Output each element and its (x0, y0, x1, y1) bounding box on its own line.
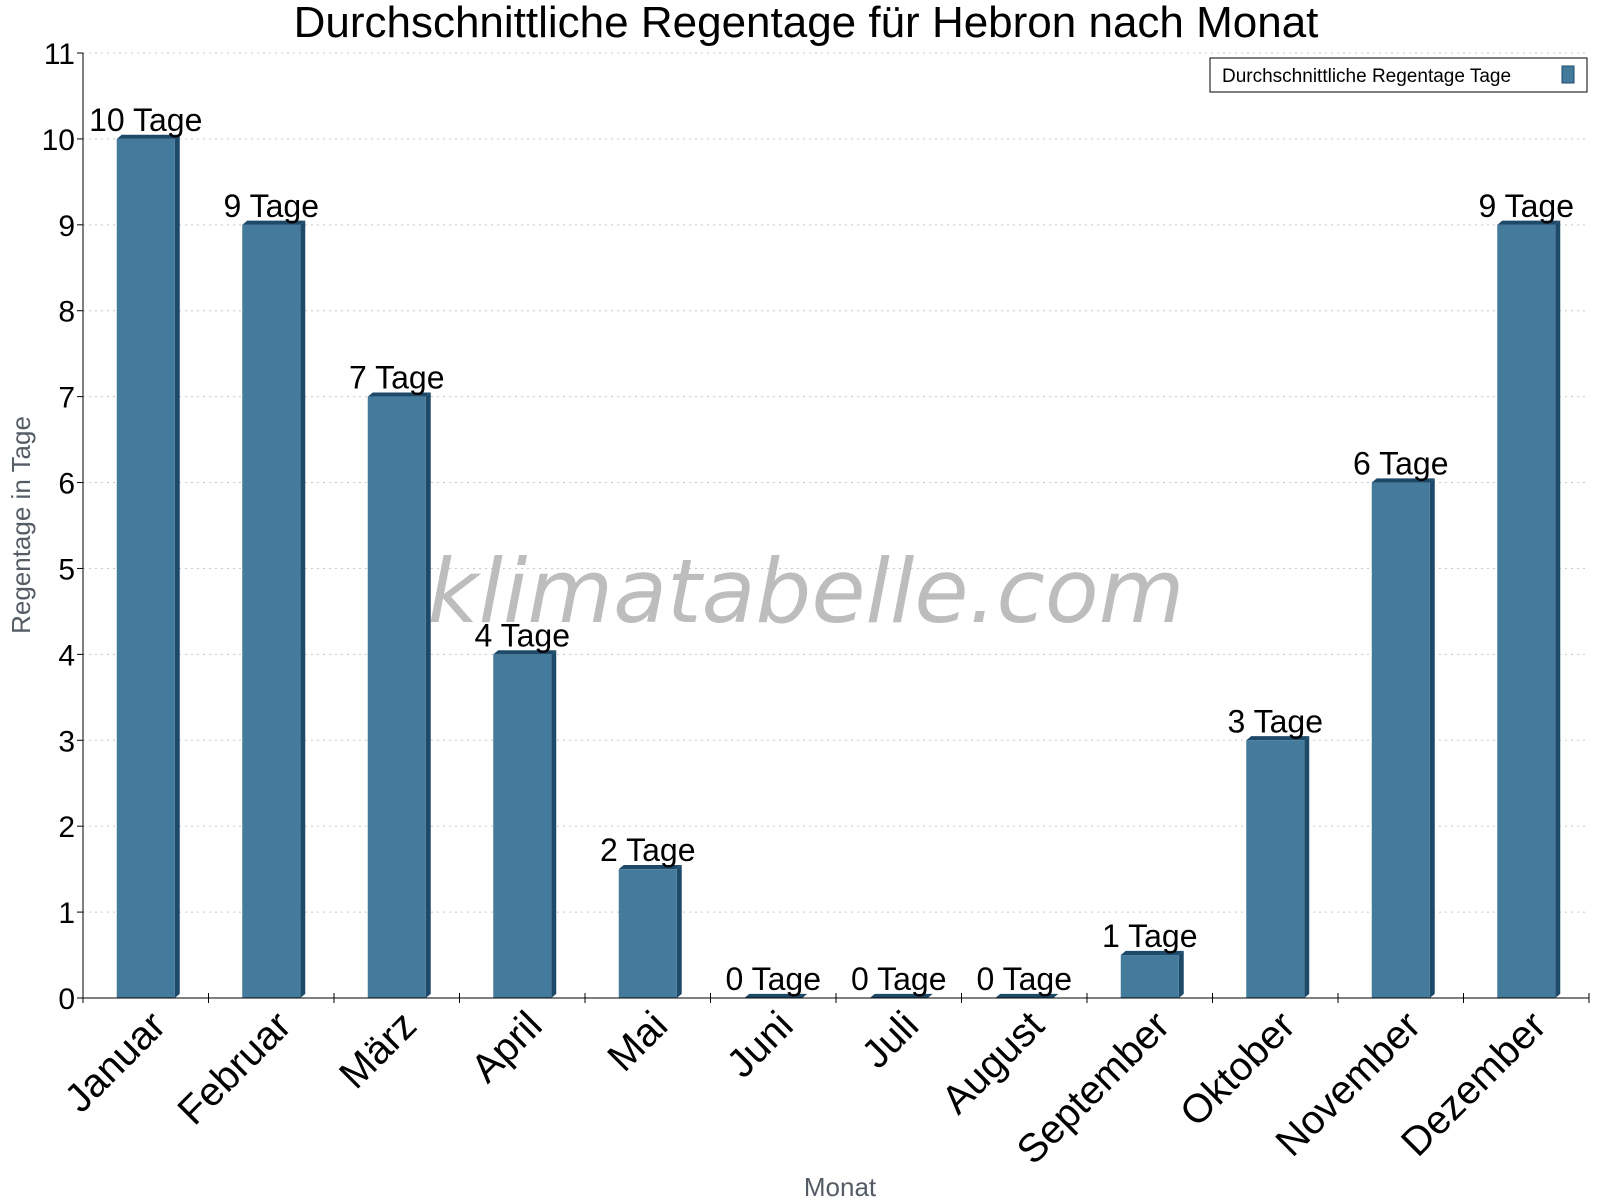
y-axis-title: Regentage in Tage (6, 416, 36, 634)
y-tick-label: 11 (44, 38, 75, 71)
bar-0 (116, 134, 180, 999)
bar-side (174, 134, 180, 998)
data-labels: 10 Tage 9 Tage 7 Tage 4 Tage 2 Tage 0 Tage 0 T… (89, 102, 1574, 997)
y-tick-label: 7 (58, 382, 75, 415)
bar-top (869, 993, 933, 998)
data-label: 0 Tage (851, 961, 947, 997)
bar-top (367, 392, 431, 397)
bar-top (744, 993, 808, 998)
bar-top (1246, 736, 1310, 741)
data-label: 6 Tage (1353, 446, 1449, 482)
bar-11 (1497, 220, 1561, 999)
x-tick-label: Januar (57, 1003, 175, 1121)
data-label: 3 Tage (1228, 703, 1324, 739)
bar-1 (242, 220, 306, 999)
bar-face (1246, 740, 1305, 998)
bars (116, 134, 1561, 999)
bar-face (1497, 224, 1556, 998)
bar-side (551, 650, 557, 998)
x-tick-label: Mai (599, 1003, 676, 1080)
bar-8 (1120, 950, 1184, 998)
bar-7 (995, 993, 1059, 998)
y-tick-label: 8 (58, 296, 75, 329)
y-tick-label: 2 (58, 811, 75, 844)
y-tick-label: 0 (58, 983, 75, 1016)
bar-top (1371, 478, 1435, 483)
y-tick-label: 10 (42, 124, 75, 157)
bar-top (618, 864, 682, 870)
bar-face (116, 138, 175, 999)
grid-lines (83, 52, 1589, 913)
bar-side (300, 220, 306, 999)
bar-top (493, 650, 557, 655)
bar-5 (744, 993, 808, 998)
bar-top (116, 134, 180, 139)
data-label: 9 Tage (224, 188, 320, 224)
legend-label: Durchschnittliche Regentage Tage (1222, 66, 1511, 87)
bar-2 (367, 392, 431, 998)
bar-face (1120, 955, 1179, 998)
bar-6 (869, 993, 933, 998)
data-label: 0 Tage (977, 961, 1073, 997)
bar-top (1497, 220, 1561, 225)
bar-10 (1371, 478, 1435, 999)
data-label: 0 Tage (726, 961, 822, 997)
x-axis-title: Monat (804, 1172, 877, 1200)
bar-face (1371, 482, 1430, 999)
bar-3 (493, 650, 557, 998)
x-tick-label: Juni (719, 1003, 802, 1086)
x-tick-label: Oktober (1172, 1003, 1304, 1135)
x-tick-label: März (331, 1003, 425, 1097)
legend-box (1209, 57, 1588, 93)
bar-top (242, 220, 306, 225)
data-label: 10 Tage (89, 102, 202, 138)
y-tick-label: 6 (58, 468, 75, 501)
bar-face (493, 654, 552, 998)
bar-side (425, 392, 431, 998)
y-tick-label: 3 (58, 725, 75, 758)
y-tick-label: 1 (58, 897, 75, 930)
x-tick-label: April (463, 1003, 551, 1091)
legend-swatch (1561, 65, 1575, 84)
data-label: 4 Tage (475, 617, 571, 653)
bar-face (242, 224, 301, 998)
watermark: klimatabelle.com (428, 540, 1185, 643)
data-label: 2 Tage (600, 832, 696, 868)
data-label: 9 Tage (1479, 188, 1575, 224)
chart-title: Durchschnittliche Regentage für Hebron n… (294, 0, 1319, 47)
data-label: 7 Tage (349, 360, 445, 396)
data-label: 1 Tage (1102, 918, 1198, 954)
x-tick-label: Juli (854, 1003, 928, 1077)
bar-side (1178, 950, 1184, 998)
bar-9 (1246, 736, 1310, 998)
bar-side (1304, 736, 1310, 998)
bar-face (367, 396, 426, 998)
x-tick-label: Februar (169, 1003, 299, 1133)
y-tick-label: 5 (58, 553, 75, 586)
bar-top (995, 993, 1059, 998)
y-tick-label: 4 (58, 639, 75, 672)
bar-face (618, 869, 677, 998)
y-tick-label: 9 (58, 210, 75, 243)
bar-top (1120, 950, 1184, 956)
bar-4 (618, 864, 682, 998)
bar-side (676, 864, 682, 998)
bar-side (1429, 478, 1435, 998)
x-tick-label: August (933, 1003, 1052, 1122)
legend: Durchschnittliche Regentage Tage (1209, 57, 1588, 93)
bar-side (1555, 220, 1561, 999)
